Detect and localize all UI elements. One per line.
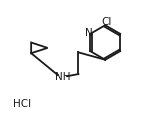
Text: Cl: Cl [101, 17, 112, 27]
Text: NH: NH [55, 72, 70, 82]
Text: N: N [85, 28, 93, 38]
Text: HCl: HCl [13, 99, 31, 109]
